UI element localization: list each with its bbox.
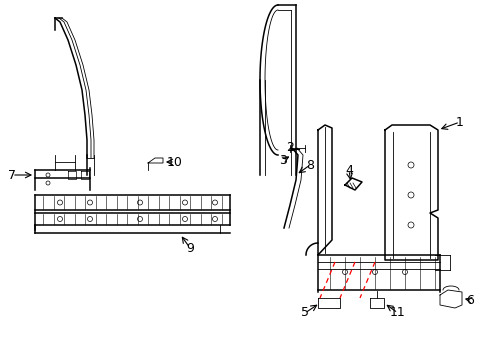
Text: 7: 7 [8, 168, 16, 181]
Text: 10: 10 [167, 156, 183, 168]
Text: 9: 9 [185, 242, 194, 255]
Text: 1: 1 [455, 116, 463, 129]
Text: 6: 6 [465, 293, 473, 306]
Text: 8: 8 [305, 158, 313, 171]
Text: 2: 2 [285, 140, 293, 153]
Text: 4: 4 [345, 163, 352, 176]
Text: 3: 3 [279, 153, 286, 166]
Text: 11: 11 [389, 306, 405, 320]
Text: 5: 5 [301, 306, 308, 320]
